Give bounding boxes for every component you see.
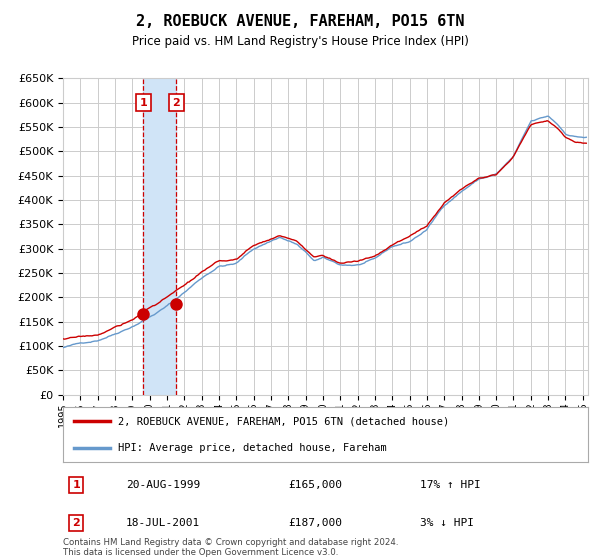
Text: 20-AUG-1999: 20-AUG-1999 <box>126 480 200 490</box>
Text: 17% ↑ HPI: 17% ↑ HPI <box>420 480 481 490</box>
Text: 1: 1 <box>140 98 147 108</box>
Text: 18-JUL-2001: 18-JUL-2001 <box>126 518 200 528</box>
Text: 1: 1 <box>72 480 80 490</box>
Text: 3% ↓ HPI: 3% ↓ HPI <box>420 518 474 528</box>
Text: £187,000: £187,000 <box>289 518 343 528</box>
Text: Price paid vs. HM Land Registry's House Price Index (HPI): Price paid vs. HM Land Registry's House … <box>131 35 469 48</box>
Bar <box>143 78 176 395</box>
Text: 2: 2 <box>72 518 80 528</box>
Text: HPI: Average price, detached house, Fareham: HPI: Average price, detached house, Fare… <box>118 443 387 452</box>
Text: 2: 2 <box>172 98 180 108</box>
Text: 2, ROEBUCK AVENUE, FAREHAM, PO15 6TN (detached house): 2, ROEBUCK AVENUE, FAREHAM, PO15 6TN (de… <box>118 417 449 426</box>
Text: Contains HM Land Registry data © Crown copyright and database right 2024.
This d: Contains HM Land Registry data © Crown c… <box>63 538 398 557</box>
Text: 2, ROEBUCK AVENUE, FAREHAM, PO15 6TN: 2, ROEBUCK AVENUE, FAREHAM, PO15 6TN <box>136 14 464 29</box>
Text: £165,000: £165,000 <box>289 480 343 490</box>
